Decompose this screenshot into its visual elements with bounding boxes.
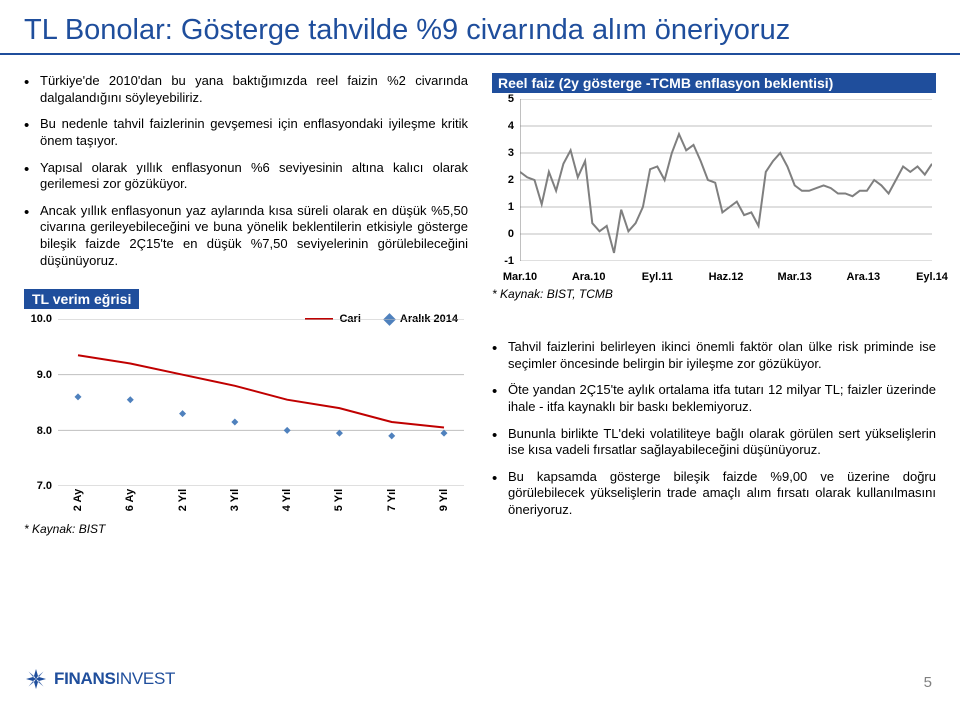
chart2-xtick: 3 Yıl [229,489,241,511]
chart1-ytick: -1 [492,255,514,267]
logo-brand2: INVEST [115,669,175,688]
chart1-ytick: 4 [492,120,514,132]
chart2-xtick: 4 Yıl [281,489,293,511]
logo-text: FINANSINVEST [54,669,175,689]
chart1-title: Reel faiz (2y gösterge -TCMB enflasyon b… [492,73,936,93]
bullet-item: Yapısal olarak yıllık enflasyonun %6 sev… [24,160,468,193]
content-area: Türkiye'de 2010'dan bu yana baktığımızda… [0,73,960,536]
page-number: 5 [924,674,932,691]
chart1-source: * Kaynak: BIST, TCMB [492,287,936,301]
bullet-item: Bununla birlikte TL'deki volatiliteye ba… [492,426,936,459]
chart1-xtick: Ara.13 [847,271,881,283]
chart1-ytick: 0 [492,228,514,240]
chart1-ytick: 3 [492,147,514,159]
footer: FINANSINVEST [0,657,960,701]
left-column: Türkiye'de 2010'dan bu yana baktığımızda… [24,73,468,536]
top-left-bullets: Türkiye'de 2010'dan bu yana baktığımızda… [24,73,468,269]
chart2-xtick: 6 Ay [124,489,136,511]
real-rate-chart: Reel faiz (2y gösterge -TCMB enflasyon b… [492,73,936,301]
chart2-xtick: 7 Yıl [386,489,398,511]
chart2-title: TL verim eğrisi [24,289,139,309]
chart2-area: Cari Aralık 2014 7.08.09.010.02 Ay6 Ay2 … [24,313,468,518]
yield-curve-chart: TL verim eğrisi Cari Aralık 2014 7.08.09… [24,289,468,536]
chart1-ytick: 1 [492,201,514,213]
chart1-xtick: Mar.10 [503,271,537,283]
chart2-ytick: 8.0 [24,425,52,437]
bullet-item: Ancak yıllık enflasyonun yaz aylarında k… [24,203,468,270]
logo-icon [24,667,48,691]
logo: FINANSINVEST [24,667,175,691]
bullet-item: Bu nedenle tahvil faizlerinin gevşemesi … [24,116,468,149]
chart2-xtick: 9 Yıl [438,489,450,511]
slide-title: TL Bonolar: Gösterge tahvilde %9 civarın… [0,0,960,55]
bottom-right-bullets: Tahvil faizlerini belirleyen ikinci önem… [492,339,936,519]
chart2-xtick: 2 Yıl [177,489,189,511]
chart2-xtick: 2 Ay [72,489,84,511]
chart1-xtick: Mar.13 [778,271,812,283]
chart1-xtick: Eyl.11 [642,271,673,283]
chart1-xtick: Ara.10 [572,271,606,283]
chart1-xtick: Eyl.14 [916,271,948,283]
chart2-ytick: 9.0 [24,369,52,381]
bullet-item: Türkiye'de 2010'dan bu yana baktığımızda… [24,73,468,106]
bullet-item: Öte yandan 2Ç15'te aylık ortalama itfa t… [492,382,936,415]
chart2-source: * Kaynak: BIST [24,522,468,536]
chart1-ytick: 5 [492,93,514,105]
chart1-xtick: Haz.12 [709,271,744,283]
chart2-xtick: 5 Yıl [333,489,345,511]
bullet-item: Bu kapsamda gösterge bileşik faizde %9,0… [492,469,936,519]
chart2-ytick: 7.0 [24,480,52,492]
bullet-item: Tahvil faizlerini belirleyen ikinci önem… [492,339,936,372]
chart2-ytick: 10.0 [24,313,52,325]
chart1-ytick: 2 [492,174,514,186]
chart1-area: -1 0 1 2 3 4 5 Mar.10 Ara.10 Eyl.11 Haz.12 Mar.13 Ar… [492,93,936,283]
chart1-plot [520,99,932,261]
right-column: Reel faiz (2y gösterge -TCMB enflasyon b… [492,73,936,536]
logo-brand1: FINANS [54,669,115,688]
chart2-plot [58,319,464,486]
